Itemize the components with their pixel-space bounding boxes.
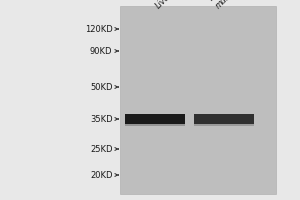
Text: 25KD: 25KD [90, 144, 112, 154]
Text: Skeletal
muscle: Skeletal muscle [207, 0, 243, 10]
Text: 120KD: 120KD [85, 24, 112, 33]
Bar [124, 124, 184, 126]
Text: Liver: Liver [154, 0, 174, 10]
Bar [194, 124, 254, 126]
Text: 20KD: 20KD [90, 170, 112, 180]
Bar [120, 6, 276, 194]
Bar [194, 114, 254, 124]
Text: 35KD: 35KD [90, 114, 112, 123]
Text: 90KD: 90KD [90, 46, 112, 55]
Bar [124, 114, 184, 124]
Text: 50KD: 50KD [90, 83, 112, 92]
